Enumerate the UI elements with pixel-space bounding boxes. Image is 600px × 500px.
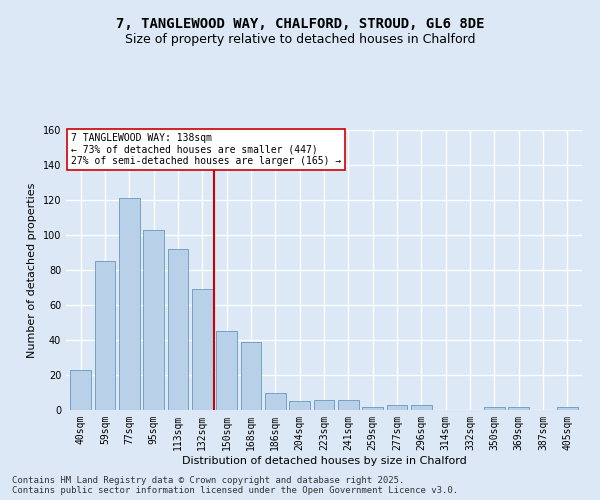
X-axis label: Distribution of detached houses by size in Chalford: Distribution of detached houses by size … [182,456,466,466]
Bar [265,392,286,410]
Bar [70,370,91,410]
Bar [411,405,432,410]
Text: Contains HM Land Registry data © Crown copyright and database right 2025.
Contai: Contains HM Land Registry data © Crown c… [12,476,458,495]
Text: Size of property relative to detached houses in Chalford: Size of property relative to detached ho… [125,32,475,46]
Bar [508,406,529,410]
Bar [484,406,505,410]
Bar [557,406,578,410]
Bar [362,406,383,410]
Bar [143,230,164,410]
Bar [289,401,310,410]
Bar [167,249,188,410]
Bar [119,198,140,410]
Bar [241,342,262,410]
Y-axis label: Number of detached properties: Number of detached properties [27,182,37,358]
Bar [314,400,334,410]
Text: 7, TANGLEWOOD WAY, CHALFORD, STROUD, GL6 8DE: 7, TANGLEWOOD WAY, CHALFORD, STROUD, GL6… [116,18,484,32]
Bar [386,405,407,410]
Bar [338,400,359,410]
Bar [192,289,212,410]
Bar [216,331,237,410]
Text: 7 TANGLEWOOD WAY: 138sqm
← 73% of detached houses are smaller (447)
27% of semi-: 7 TANGLEWOOD WAY: 138sqm ← 73% of detach… [71,133,341,166]
Bar [95,261,115,410]
